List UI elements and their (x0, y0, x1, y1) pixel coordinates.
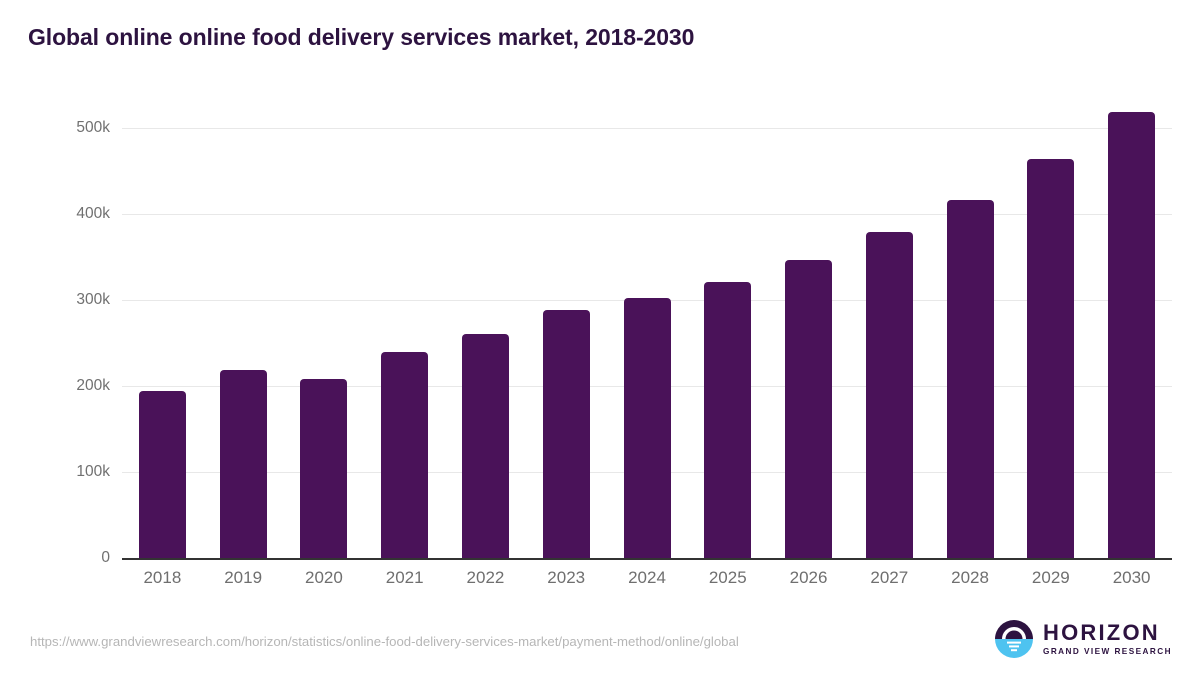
y-axis-tick-label: 300k (76, 291, 110, 308)
y-axis-tick-label: 0 (101, 549, 110, 566)
gridline (122, 128, 1172, 129)
bar[interactable] (865, 232, 913, 558)
y-axis-tick-label: 400k (76, 205, 110, 222)
bar[interactable] (623, 298, 671, 558)
x-axis-line (122, 558, 1172, 560)
bar[interactable] (138, 391, 186, 558)
plot-area (122, 111, 1172, 558)
x-axis-tick-label: 2024 (628, 568, 666, 587)
x-axis-tick-label: 2018 (143, 568, 182, 587)
horizon-sun-icon (995, 620, 1033, 658)
x-axis-tick-label: 2022 (466, 568, 505, 587)
x-axis-tick-label: 2025 (708, 568, 747, 587)
x-axis-tick-label: 2030 (1112, 568, 1151, 587)
y-axis-tick-label: 200k (76, 377, 110, 394)
x-axis-tick-label: 2023 (547, 568, 586, 587)
y-axis-tick-label: 100k (76, 463, 110, 480)
x-axis-tick-label: 2027 (870, 568, 909, 587)
x-axis-tick-label: 2019 (224, 568, 263, 587)
bar[interactable] (219, 369, 267, 558)
bar[interactable] (381, 351, 429, 558)
x-axis-tick-label: 2020 (305, 568, 343, 587)
bar[interactable] (300, 379, 348, 558)
y-axis-label: Market Size (US$M) (0, 181, 1, 330)
bar[interactable] (461, 333, 509, 558)
bar[interactable] (1027, 158, 1075, 558)
x-axis-tick-label: 2026 (789, 568, 828, 587)
logo-subtitle: GRAND VIEW RESEARCH (1043, 646, 1172, 656)
bar[interactable] (946, 200, 994, 558)
gridline (122, 214, 1172, 215)
logo-text: HORIZON GRAND VIEW RESEARCH (1043, 619, 1172, 656)
logo: HORIZON GRAND VIEW RESEARCH (994, 619, 1172, 659)
page-title: Global online online food delivery servi… (28, 24, 695, 50)
x-axis-tick-label: 2028 (951, 568, 989, 587)
bar[interactable] (1108, 111, 1156, 558)
logo-wordmark: HORIZON (1043, 619, 1160, 645)
bar[interactable] (785, 260, 833, 558)
y-axis-tick-label: 500k (76, 119, 110, 136)
bar[interactable] (704, 281, 752, 558)
source-url[interactable]: https://www.grandviewresearch.com/horizo… (30, 634, 739, 649)
x-axis-tick-label: 2021 (385, 568, 424, 587)
x-axis-tick-label: 2029 (1031, 568, 1070, 587)
bar[interactable] (542, 310, 590, 558)
